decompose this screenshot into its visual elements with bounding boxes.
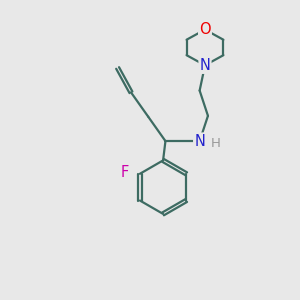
Text: N: N [194,134,205,148]
Text: H: H [211,137,221,150]
Text: F: F [120,165,129,180]
Text: N: N [200,58,210,73]
Text: O: O [199,22,211,37]
